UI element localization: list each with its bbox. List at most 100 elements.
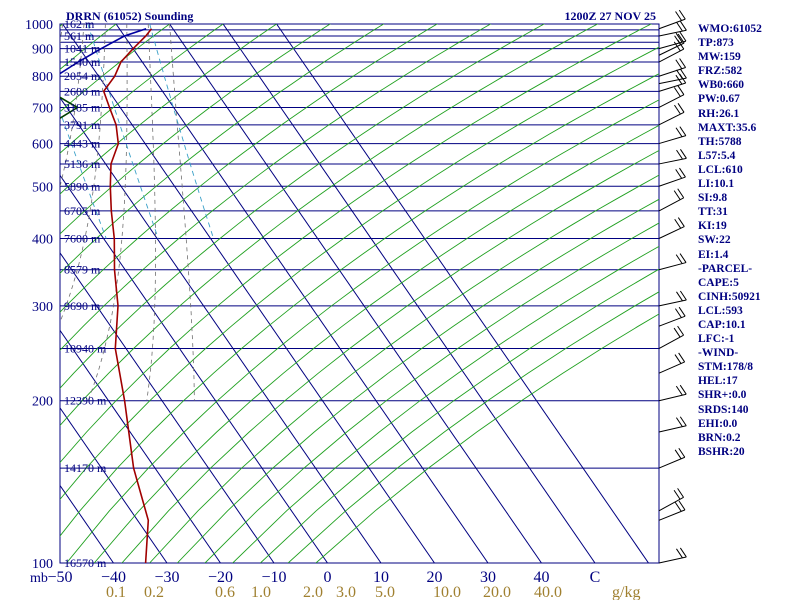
wind-barb-staff (658, 197, 684, 212)
height-labels: 16570 m 14170 m 12390 m 10940 m 9690 m 8579 m… (64, 17, 107, 570)
temperature-tick-label: −20 (208, 569, 233, 586)
wind-barb-staff (658, 48, 685, 63)
index-line: -PARCEL- (698, 262, 753, 275)
temperature-tick-label: −50 (47, 569, 72, 586)
wind-barb-flag (679, 126, 687, 136)
height-label: 14170 m (64, 461, 107, 475)
wind-barb-flag (677, 33, 685, 44)
height-label: 9690 m (64, 299, 101, 313)
index-line: WMO:61052 (698, 23, 762, 35)
dry-adiabat (60, 73, 659, 537)
wind-barb-flag (676, 291, 683, 302)
isotherm-line (60, 407, 168, 563)
dry-adiabat (315, 313, 659, 563)
wind-barb-flag (679, 384, 687, 395)
isotherm-line (60, 96, 382, 563)
pressure-tick-label: 200 (32, 395, 53, 410)
wind-barb-staff (658, 226, 685, 239)
pressure-tick-label: 300 (32, 300, 53, 315)
wind-barb-flag (679, 21, 687, 31)
sounding-series-line-3 (60, 27, 147, 75)
isotherm-grid (60, 24, 649, 563)
index-line: LFC:-1 (698, 333, 735, 346)
moist-adiabat (169, 24, 195, 401)
wind-barb-flag (673, 87, 681, 97)
pressure-tick-label: 900 (32, 43, 53, 58)
pressure-unit-label: mb (30, 571, 48, 586)
index-line: WB0:660 (698, 79, 744, 92)
wind-barb-flag (679, 416, 687, 427)
height-label: 561 m (64, 29, 95, 43)
mixing-ratio-tick-label: 0.6 (215, 584, 235, 600)
wind-barb-flag (679, 58, 687, 68)
dry-adiabat (232, 245, 659, 563)
wind-barb-flag (675, 169, 683, 179)
wind-barb-staff (658, 361, 685, 374)
dry-adiabat (60, 24, 278, 195)
temperature-tick-label: 20 (427, 569, 443, 586)
index-line: MAXT:35.6 (698, 121, 757, 134)
wind-barb-flag (677, 217, 685, 227)
sounding-series (60, 27, 153, 563)
wind-barb-flag (677, 85, 685, 95)
isotherm-line (276, 24, 649, 563)
dry-adiabat (60, 24, 438, 313)
wind-barb-staff (658, 262, 687, 271)
wind-barb-staff (658, 509, 686, 521)
wind-barb-flag (675, 32, 683, 43)
temperature-tick-label: −10 (261, 569, 286, 586)
pressure-tick-label: 100 (32, 557, 53, 572)
wind-barb-staff (658, 18, 686, 30)
isotherm-line (60, 329, 221, 563)
isotherm-line (169, 24, 542, 563)
mixing-ratio-tick-label: 2.0 (303, 584, 323, 600)
index-line: SW:22 (698, 234, 731, 247)
wind-barb-staff (658, 315, 686, 327)
wind-barb-flag (675, 127, 683, 138)
wind-barb-flag (679, 290, 687, 301)
pressure-tick-label: 500 (32, 180, 53, 195)
height-label: 10940 m (64, 342, 107, 356)
mixing-ratio-tick-label: 0.2 (144, 584, 164, 600)
dry-adiabat (66, 99, 659, 563)
temperature-tick-label: C (590, 569, 601, 586)
isotherm-line (115, 24, 489, 563)
dry-adiabat (287, 291, 659, 563)
pressure-tick-label: 700 (32, 102, 53, 117)
wind-barb-flag (673, 327, 681, 338)
isotherm-line (60, 251, 275, 563)
index-line: RH:26.1 (698, 107, 740, 120)
wind-barb-flag (675, 59, 683, 70)
wind-barb-staff (658, 157, 687, 165)
wind-barb-flag (675, 74, 683, 85)
isotherm-line (222, 24, 596, 563)
wind-barb-flag (678, 500, 686, 511)
dry-adiabat (260, 268, 659, 563)
dry-adiabat (60, 24, 653, 464)
wind-barb-flag (675, 385, 683, 396)
dry-adiabat (60, 24, 492, 351)
wind-barb-flag (677, 325, 685, 336)
dry-adiabat (0, 13, 23, 563)
isotherm-line (60, 174, 328, 563)
index-line: BSHR:20 (698, 445, 745, 458)
height-label: 3185 m (64, 101, 101, 115)
height-label: 16570 m (64, 556, 107, 570)
index-line: LCL:593 (698, 304, 743, 317)
index-line: HEL:17 (698, 375, 738, 388)
dry-adiabat (60, 24, 117, 70)
index-line: LCL:610 (698, 163, 743, 176)
index-line: PW:0.67 (698, 93, 740, 106)
moist-adiabat (60, 24, 106, 324)
index-line: SRDS:140 (698, 403, 749, 416)
index-line: LI:10.1 (698, 178, 735, 191)
wind-barb-flag (679, 167, 686, 178)
wind-barb-flag (673, 190, 681, 200)
index-line: TT:31 (698, 206, 728, 219)
wind-barb-staff (658, 556, 687, 564)
index-line: SI:9.8 (698, 192, 728, 205)
wind-barb-staff (658, 111, 685, 126)
wind-barb-flag (678, 352, 686, 363)
wind-barb-staff (658, 42, 685, 56)
